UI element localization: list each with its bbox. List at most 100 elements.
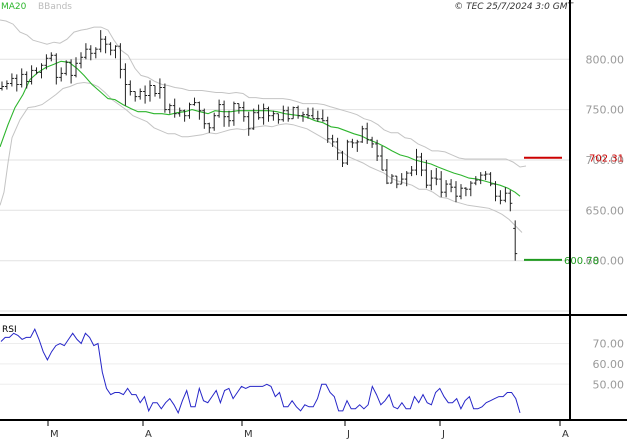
ohlc-bar (473, 176, 478, 186)
month-label: A (562, 429, 569, 440)
ohlc-bar (503, 187, 508, 203)
ohlc-bar (488, 172, 493, 187)
ohlc-bar (330, 134, 335, 147)
ohlc-bars (0, 30, 518, 261)
ohlc-bar (162, 83, 167, 113)
ma20-line-group (0, 60, 521, 197)
ohlc-bar (459, 184, 463, 200)
ohlc-bar (320, 109, 325, 122)
ohlc-bar (493, 181, 498, 202)
ohlc-bar (296, 105, 301, 119)
ohlc-bar (261, 103, 266, 125)
ohlc-bar (256, 104, 261, 120)
ohlc-bar (79, 52, 83, 69)
ohlc-bar (310, 107, 315, 120)
ohlc-bar (444, 180, 449, 198)
ohlc-bar (419, 152, 424, 177)
ohlc-bar (108, 42, 113, 56)
price-tick-label: 700.00 (586, 154, 625, 167)
resistance-label: 702.31 (589, 154, 624, 165)
month-label: M (50, 429, 59, 440)
ohlc-bar (340, 150, 345, 167)
ohlc-bar (83, 43, 88, 60)
ohlc-bar (98, 30, 103, 53)
ohlc-bar (157, 78, 162, 99)
ohlc-bar (345, 139, 350, 165)
ohlc-bar (483, 171, 488, 181)
ohlc-bar (380, 145, 384, 171)
ohlc-bar (207, 122, 212, 133)
ohlc-bar (463, 187, 468, 197)
ohlc-bar (197, 101, 202, 120)
month-label: M (244, 429, 253, 440)
ohlc-bar (177, 107, 182, 117)
price-levels: 702.31 600.78 (524, 154, 624, 267)
ohlc-bar (69, 59, 74, 84)
bollinger-bands (0, 19, 527, 233)
ohlc-bar (478, 172, 483, 185)
ohlc-bar (375, 139, 380, 161)
ohlc-bar (172, 98, 177, 118)
ohlc-bar (4, 80, 9, 90)
ohlc-bar (187, 102, 192, 119)
ohlc-bar (14, 74, 19, 92)
ohlc-bar (0, 81, 4, 91)
ohlc-bar (153, 85, 157, 97)
ohlc-bar (222, 100, 227, 127)
legend-ma20: MA20 (1, 2, 27, 12)
ohlc-bar (424, 160, 429, 189)
ohlc-bar (246, 111, 251, 136)
ohlc-bar (271, 110, 276, 121)
ohlc-bar (394, 175, 399, 189)
ohlc-bar (414, 148, 419, 176)
ohlc-bar (365, 122, 370, 144)
chart-legend: MA20 BBands (1, 2, 72, 12)
ohlc-bar (103, 36, 108, 54)
ohlc-bar (19, 68, 24, 88)
ohlc-bar (217, 99, 222, 118)
ohlc-bar (251, 108, 256, 130)
ohlc-bar (59, 67, 64, 82)
ohlc-bar (291, 106, 296, 120)
price-tick-label: 600.00 (586, 255, 625, 268)
ohlc-bar (439, 171, 444, 198)
ohlc-bar (34, 67, 39, 75)
rsi-tick-label: 60.00 (593, 358, 625, 371)
ohlc-bar (404, 171, 409, 187)
ohlc-bar (454, 181, 458, 203)
price-tick-label: 650.00 (586, 204, 625, 217)
rsi-panel: 50.00 60.00 70.00 RSI (0, 325, 625, 415)
ohlc-bar (276, 113, 281, 124)
ohlc-bar (325, 116, 330, 143)
ohlc-bar (128, 80, 133, 96)
ohlc-bar (64, 60, 69, 76)
ohlc-bar (148, 80, 152, 102)
ohlc-bar (9, 73, 14, 87)
ohlc-bar (429, 170, 434, 191)
price-tick-label: 800.00 (586, 53, 625, 66)
ohlc-bar (266, 106, 271, 122)
ohlc-bar (133, 91, 138, 102)
ohlc-bar (513, 220, 518, 261)
ohlc-bar (138, 88, 143, 100)
ohlc-bar (360, 125, 365, 143)
ohlc-bar (315, 110, 320, 122)
ohlc-bar (49, 52, 54, 62)
ohlc-bar (54, 53, 59, 85)
ohlc-bar (399, 173, 404, 185)
ohlc-bar (355, 139, 360, 152)
ohlc-bar (389, 174, 394, 184)
ohlc-bar (434, 168, 439, 186)
ohlc-bar (236, 103, 241, 114)
ohlc-bar (384, 159, 389, 185)
ohlc-bar (74, 57, 78, 78)
ohlc-bar (44, 54, 49, 70)
ohlc-bar (29, 65, 34, 85)
ohlc-bar (301, 111, 305, 122)
support-label: 600.78 (564, 256, 599, 267)
month-label: A (145, 429, 152, 440)
